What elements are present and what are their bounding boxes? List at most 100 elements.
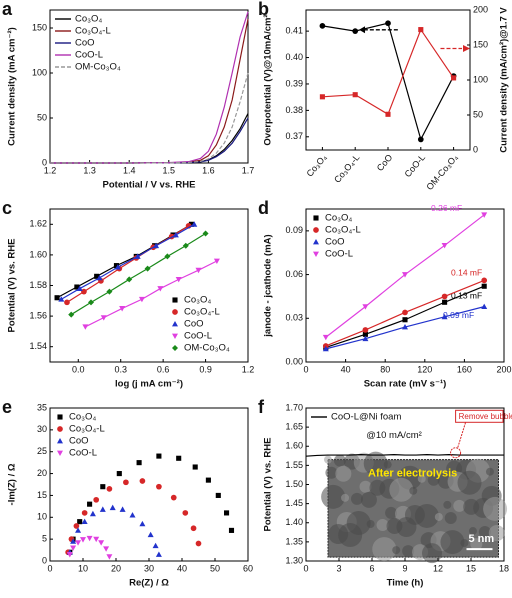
marker: [188, 221, 194, 227]
x-tick-label: CoO: [375, 152, 395, 173]
legend-label: CoO: [325, 237, 345, 248]
y-tick-label: 0.40: [285, 52, 303, 62]
legend-label: CoO: [75, 38, 95, 49]
inset-texture: [434, 512, 443, 521]
marker: [215, 492, 221, 498]
x-tick-label: 0: [303, 563, 308, 573]
x-tick-label: 80: [380, 364, 390, 374]
marker: [176, 455, 182, 461]
y-tick-label: 1.65: [285, 422, 303, 432]
marker: [157, 286, 164, 292]
marker: [103, 546, 110, 552]
marker: [106, 288, 113, 295]
marker: [417, 136, 424, 143]
y-tick-label: 0.38: [285, 105, 303, 115]
x-axis-label: log (j mA cm⁻²): [115, 379, 183, 390]
marker: [75, 540, 82, 546]
marker: [172, 333, 178, 339]
marker: [123, 479, 129, 486]
marker: [441, 243, 448, 249]
marker: [319, 22, 326, 29]
legend-label: Co₃O₄: [325, 213, 352, 224]
legend-label: OM-Co₃O₄: [75, 62, 121, 73]
x-tick-label: 0: [47, 563, 52, 573]
inset-texture: [324, 455, 332, 464]
y-tick-label: 0.37: [285, 131, 303, 141]
marker: [164, 253, 171, 260]
inset-texture: [360, 491, 377, 508]
marker: [322, 334, 329, 341]
inset-texture: [366, 519, 375, 528]
marker: [385, 111, 391, 117]
marker: [172, 309, 178, 315]
marker: [138, 296, 145, 303]
y-tick-label: 1.58: [29, 280, 47, 290]
marker: [182, 242, 189, 249]
marker: [402, 317, 408, 323]
marker: [87, 501, 93, 507]
marker: [313, 239, 319, 245]
inset-texture: [392, 546, 401, 555]
y-axis-label: janode - jcathode (mA): [263, 234, 274, 337]
x-tick-label: CoO-L: [402, 152, 427, 179]
x-tick-label: 30: [144, 563, 154, 573]
y-tick-label: 5: [42, 534, 47, 544]
marker: [66, 552, 73, 558]
marker: [152, 542, 159, 549]
inset-texture: [321, 484, 346, 509]
marker: [76, 285, 83, 291]
y-tick-label: 50: [37, 112, 47, 122]
legend-label: CoO-L@Ni foam: [331, 412, 401, 423]
inset-texture: [372, 537, 397, 562]
marker: [147, 531, 154, 538]
inset-texture: [483, 496, 508, 521]
inset-texture: [409, 486, 418, 495]
y2-tick-label: 50: [473, 109, 483, 119]
marker: [86, 535, 93, 542]
y-axis-label: Overpotential (V)@10mA/cm²: [263, 14, 274, 145]
annotation-circle: [450, 447, 462, 459]
inset-texture: [359, 480, 372, 493]
series-line: [50, 72, 249, 164]
inset-texture: [457, 470, 482, 495]
marker: [116, 471, 122, 477]
x-tick-label: 0: [303, 364, 308, 374]
x-tick-label: 1.6: [202, 165, 215, 175]
x-tick-label: 50: [210, 563, 220, 573]
marker: [74, 284, 80, 290]
marker: [93, 496, 100, 503]
legend-label: Co₃O₄: [75, 14, 102, 25]
x-tick-label: 6: [369, 563, 374, 573]
y-axis-label: -Im(Z) / Ω: [7, 463, 18, 505]
x-tick-label: 40: [177, 563, 187, 573]
inset-texture: [383, 460, 392, 469]
marker: [172, 345, 178, 351]
marker: [441, 293, 448, 300]
inset-texture: [422, 543, 443, 564]
inset-texture: [443, 500, 452, 509]
legend-label: Co₃O₄-L: [69, 424, 105, 435]
series-line: [322, 28, 455, 116]
y-tick-label: 10: [37, 512, 47, 522]
marker: [100, 315, 107, 321]
y-tick-label: 150: [32, 22, 47, 32]
marker: [57, 438, 63, 444]
inset-texture: [440, 530, 465, 555]
y2-tick-label: 100: [473, 74, 488, 84]
y2-axis-label: Current density (mA/cm²)@1.7 V: [499, 7, 510, 153]
y-tick-label: 1.45: [285, 498, 303, 508]
inset-texture: [444, 511, 457, 524]
inset-texture: [453, 499, 466, 512]
x-tick-label: 40: [341, 364, 351, 374]
marker: [402, 272, 408, 278]
marker: [153, 242, 160, 249]
y2-tick-label: 200: [473, 4, 488, 14]
x-tick-label: 1.5: [163, 165, 176, 175]
plot-frame: [305, 9, 471, 151]
x-tick-label: Co₃O₄: [304, 152, 328, 178]
marker: [57, 450, 63, 456]
inset-texture: [485, 467, 494, 476]
marker: [94, 273, 100, 279]
inset-texture: [417, 474, 426, 483]
inset-texture: [350, 492, 363, 505]
